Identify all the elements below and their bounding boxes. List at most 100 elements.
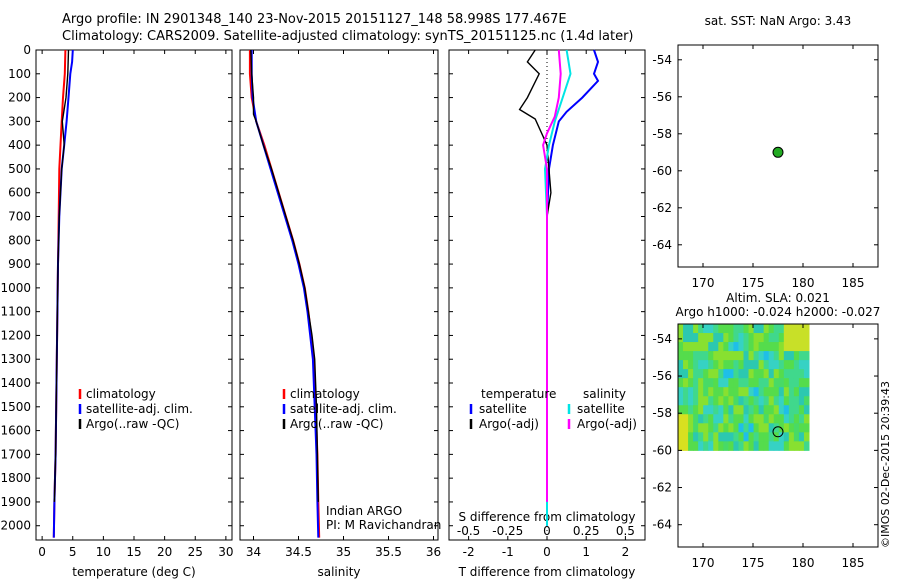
sla-cell [678,387,684,397]
sla-cell [698,405,704,415]
sla-cell [698,360,704,370]
sla-cell [788,423,795,433]
sla-cell [678,441,684,451]
sla-cell [698,342,704,352]
sla-cell [803,414,810,424]
sla-cell [743,432,750,442]
sla-cell [743,423,750,433]
sla-cell [723,378,729,388]
sla-cell [783,360,790,370]
depth-tick-label: 0 [23,43,31,57]
sla-cell [758,378,765,388]
sla-cell [678,324,684,334]
sla-cell [683,405,689,415]
sla-cell [798,351,805,361]
sla-cell [768,351,775,361]
sla-cell [743,396,750,406]
sla-cell [798,369,805,379]
sla-cell [798,423,805,433]
sla-cell [763,342,770,352]
differences-xtick-label: 1 [582,545,590,559]
salinity-xtick-label: 34.5 [285,545,312,559]
sla-cell [708,324,714,334]
sla-cell [798,360,805,370]
sla-cell [728,423,734,433]
sla-cell [693,405,699,415]
sla-cell [718,369,724,379]
legend-label: satellite-adj. clim. [290,402,397,416]
temperature-xtick-label: 30 [218,545,233,559]
sla-cell [733,414,739,424]
sla-cell [753,324,760,334]
sla-cell [773,333,780,343]
sla-cell [733,432,739,442]
sla-cell [778,333,785,343]
sla-cell [733,387,739,397]
sla-cell [708,369,714,379]
depth-tick-label: 100 [8,67,31,81]
sla-cell [798,378,805,388]
sla_map-lon-label: 185 [842,556,865,570]
sla-cell [763,360,770,370]
argo-annotation: Indian ARGO [326,504,402,518]
sla-cell [683,423,689,433]
sla-cell [748,333,755,343]
sla-cell [713,324,719,334]
sla-cell [743,414,750,424]
temperature-xtick-label: 5 [69,545,77,559]
salinity-xtick-label: 35 [336,545,351,559]
sla-cell [723,342,729,352]
sla-cell [763,387,770,397]
depth-tick-label: 400 [8,138,31,152]
sla-cell [743,333,750,343]
sla-cell [708,351,714,361]
sla-cell [733,324,739,334]
sla-cell [738,369,744,379]
sla-cell [708,414,714,424]
sla-cell [733,342,739,352]
legend-label: Argo(-adj) [479,417,539,431]
sla-cell [788,351,795,361]
sla-cell [783,441,790,451]
depth-tick-label: 1400 [0,376,31,390]
sla-cell [713,378,719,388]
sla-cell [763,369,770,379]
sla-cell [753,396,760,406]
sla-cell [743,369,750,379]
depth-tick-label: 1100 [0,305,31,319]
sla-cell [778,378,785,388]
differences-series-s-satellite [543,49,572,526]
depth-tick-label: 800 [8,233,31,247]
sla-cell [708,342,714,352]
depth-tick-label: 500 [8,162,31,176]
sla-cell [793,441,800,451]
s-diff-tick-label: 0.5 [616,524,635,538]
sla-cell [693,351,699,361]
sla-cell [778,324,785,334]
sla-cell [713,369,719,379]
sla-cell [748,378,755,388]
sla-cell [693,360,699,370]
sla-cell [683,342,689,352]
sst_map-lon-label: 170 [692,276,715,290]
sla-cell [708,378,714,388]
sla-cell [778,414,785,424]
sla-cell [723,351,729,361]
sla-cell [698,387,704,397]
sla-cell [683,432,689,442]
sla-cell [798,405,805,415]
sla-cell [788,333,795,343]
sla-cell [793,396,800,406]
sla-cell [778,432,785,442]
depth-tick-label: 1300 [0,352,31,366]
sla-cell [713,441,719,451]
sla-cell [713,396,719,406]
sla-cell [723,396,729,406]
sst_map-lat-label: -64 [652,238,672,252]
sla-cell [748,324,755,334]
depth-tick-label: 1700 [0,447,31,461]
legend-label: climatology [290,387,360,401]
sla-cell [718,342,724,352]
sla-cell [738,333,744,343]
sla-cell [738,378,744,388]
